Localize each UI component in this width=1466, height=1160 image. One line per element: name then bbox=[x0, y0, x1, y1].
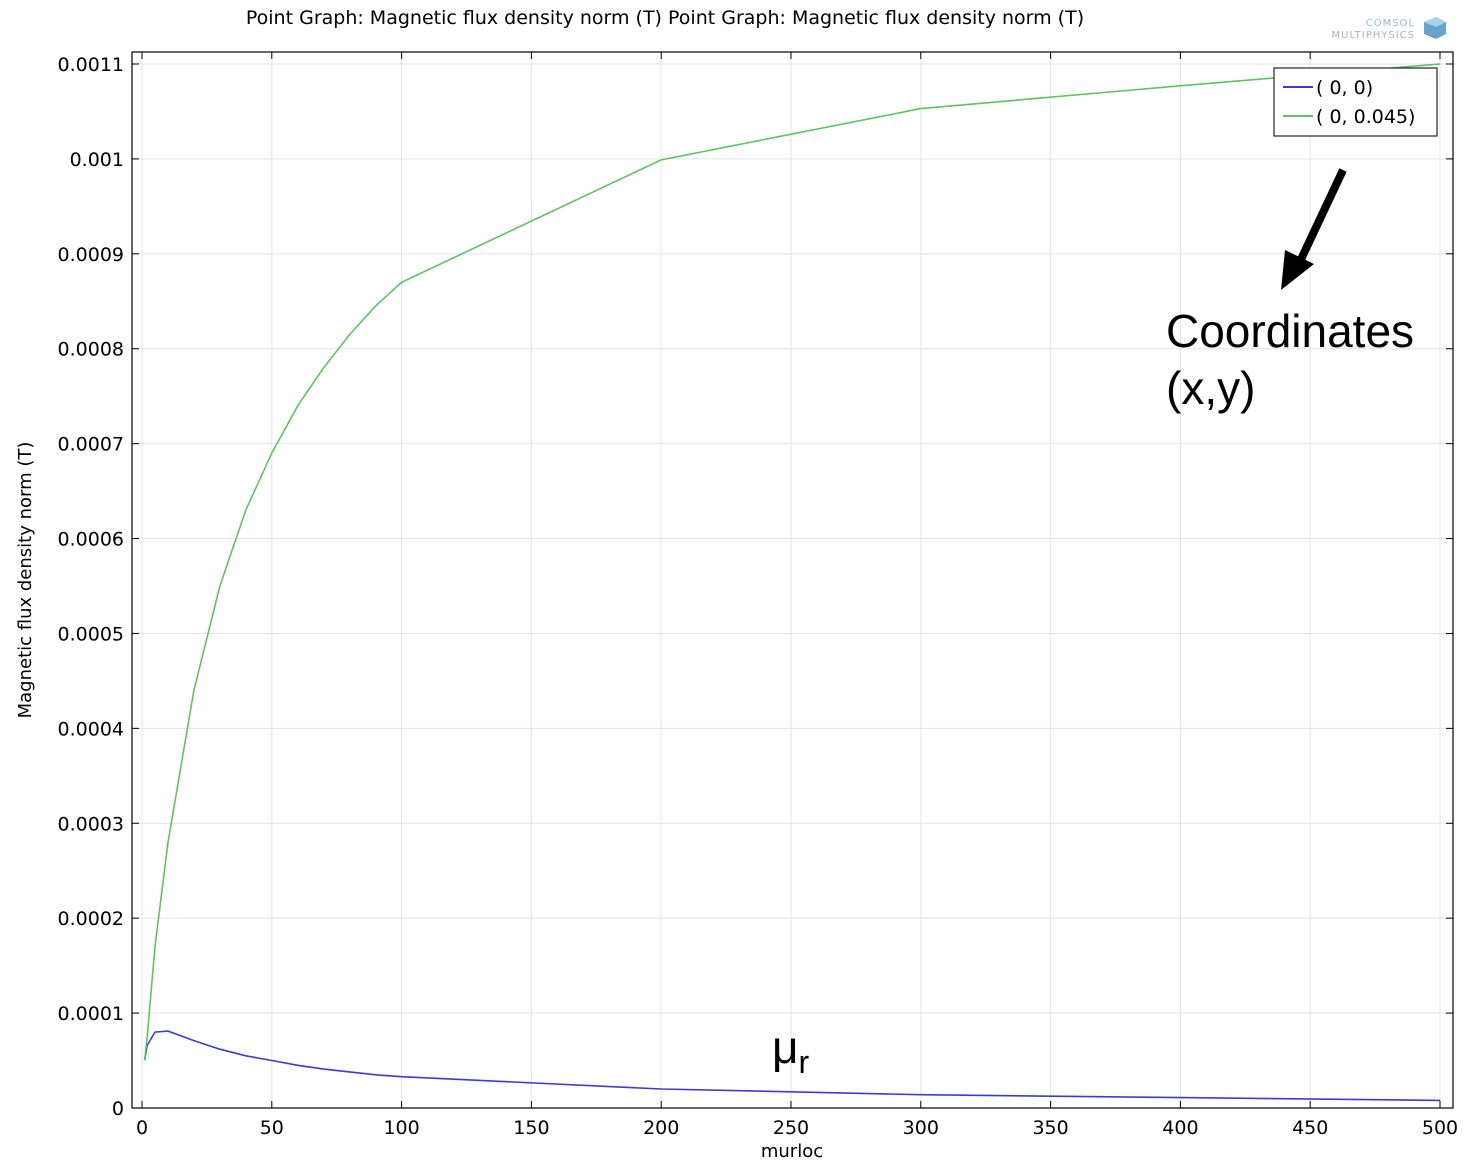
y-tick-label: 0 bbox=[112, 1098, 124, 1120]
legend-label-series-2: ( 0, 0.045) bbox=[1316, 106, 1415, 128]
annotation-mu-r: μr bbox=[772, 1021, 810, 1080]
series-layer bbox=[143, 63, 1441, 1102]
logo-cube-top bbox=[1424, 17, 1446, 27]
coordinates-arrow bbox=[1281, 168, 1347, 290]
series-line-2 bbox=[143, 63, 1441, 1061]
x-tick-label: 400 bbox=[1162, 1117, 1198, 1139]
x-tick-label: 500 bbox=[1422, 1117, 1458, 1139]
arrow-shaft bbox=[1292, 168, 1347, 272]
y-tick-label: 0.0005 bbox=[58, 623, 124, 645]
chart-title: Point Graph: Magnetic flux density norm … bbox=[246, 7, 1084, 29]
y-tick-label: 0.0006 bbox=[58, 529, 124, 551]
y-tick-label: 0.0001 bbox=[58, 1003, 124, 1025]
mu-subscript: r bbox=[799, 1044, 810, 1080]
x-tick-label: 150 bbox=[513, 1117, 549, 1139]
legend: ( 0, 0) ( 0, 0.045) bbox=[1273, 67, 1438, 137]
logo-line2: MULTIPHYSICS bbox=[1332, 30, 1415, 41]
x-tick-label: 50 bbox=[260, 1117, 284, 1139]
arrow-head bbox=[1281, 250, 1314, 290]
y-tick-label: 0.0009 bbox=[58, 244, 124, 266]
x-tick-label: 250 bbox=[773, 1117, 809, 1139]
x-tick-label: 350 bbox=[1032, 1117, 1068, 1139]
y-tick-label: 0.0002 bbox=[58, 908, 124, 930]
x-tick-label: 100 bbox=[383, 1117, 419, 1139]
comsol-logo: COMSOL MULTIPHYSICS bbox=[1332, 17, 1446, 41]
grid bbox=[132, 52, 1453, 1109]
logo-line1: COMSOL bbox=[1366, 18, 1415, 29]
annotation-coordinates: Coordinates bbox=[1166, 305, 1414, 357]
y-tick-label: 0.0008 bbox=[58, 339, 124, 361]
x-axis-label: murloc bbox=[761, 1141, 823, 1160]
y-tick-label: 0.0003 bbox=[58, 813, 124, 835]
legend-box bbox=[1273, 67, 1438, 137]
y-tick-label: 0.0004 bbox=[58, 718, 124, 740]
x-tick-label: 200 bbox=[643, 1117, 679, 1139]
y-tick-label: 0.0007 bbox=[58, 434, 124, 456]
mu-symbol: μ bbox=[772, 1021, 799, 1073]
legend-label-series-1: ( 0, 0) bbox=[1316, 77, 1373, 99]
y-axis-label: Magnetic flux density norm (T) bbox=[15, 442, 36, 719]
series-line-1 bbox=[143, 1030, 1441, 1102]
y-tick-label: 0.001 bbox=[70, 149, 124, 171]
y-tick-label: 0.0011 bbox=[58, 54, 124, 76]
annotation-xy: (x,y) bbox=[1166, 362, 1255, 414]
x-tick-label: 450 bbox=[1292, 1117, 1328, 1139]
plot-frame bbox=[131, 51, 1454, 1109]
ticks: 0 50 100 150 200 250 300 350 400 450 500 0 0.0001 0.0… bbox=[58, 52, 1458, 1139]
x-tick-label: 300 bbox=[903, 1117, 939, 1139]
x-tick-label: 0 bbox=[136, 1117, 148, 1139]
